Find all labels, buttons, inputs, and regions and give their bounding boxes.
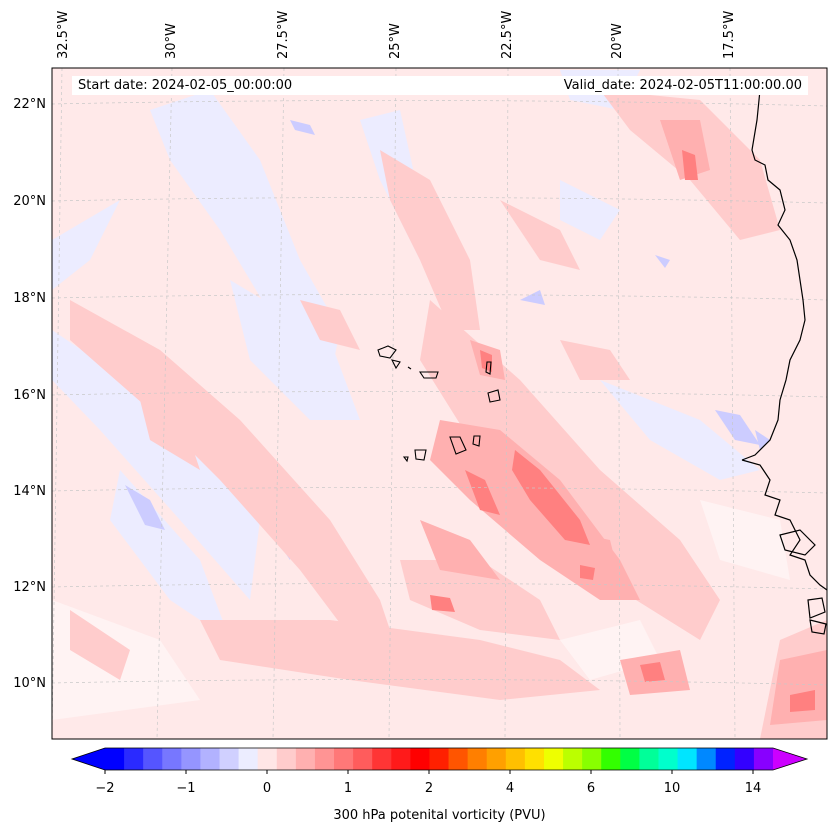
colorbar-swatch <box>124 748 144 770</box>
lat-label-12n: 12°N <box>13 580 46 595</box>
lon-label-27-5w: 27.5°W <box>276 10 291 59</box>
colorbar-tick-0: 0 <box>262 781 272 796</box>
pv-band-light <box>70 90 827 739</box>
colorbar-swatch <box>200 748 221 770</box>
colorbar-swatch <box>582 748 602 770</box>
colorbar-swatch <box>734 748 755 770</box>
colorbar-tick-1: 1 <box>343 781 353 796</box>
lon-label-17-5w: 17.5°W <box>722 10 737 59</box>
valid-date-text: Valid_date: 2024-02-05T11:00:00.00 <box>563 78 802 93</box>
colorbar-swatch <box>238 748 259 770</box>
lat-label-16n: 16°N <box>13 388 46 403</box>
colorbar-swatch <box>505 748 526 770</box>
colorbar-swatch <box>181 748 201 770</box>
colorbar-extend-max <box>773 748 807 770</box>
colorbar-tick-4: 4 <box>505 781 515 796</box>
colorbar-swatch <box>219 748 240 770</box>
colorbar-swatch <box>143 748 163 770</box>
map-panel <box>51 67 828 740</box>
colorbar-swatch <box>448 748 469 770</box>
colorbar-swatch <box>410 748 430 770</box>
colorbar-swatch <box>467 748 488 770</box>
colorbar-swatch <box>334 748 354 770</box>
colorbar-extend-min <box>72 748 105 770</box>
colorbar-swatch <box>372 748 392 770</box>
colorbar-swatch <box>639 748 659 770</box>
lon-label-25w: 25°W <box>388 23 403 59</box>
colorbar-swatch <box>543 748 564 770</box>
colorbar-swatch <box>276 748 297 770</box>
colorbar-swatch <box>486 748 507 770</box>
colorbar-tick-14: 14 <box>744 781 762 796</box>
map-frame <box>51 67 828 740</box>
colorbar-swatch <box>715 748 736 770</box>
colorbar-tick-2: 2 <box>424 781 434 796</box>
pv-band-strong <box>430 150 815 712</box>
start-date-text: Start date: 2024-02-05_00:00:00 <box>78 78 293 93</box>
colorbar-tick-10: 10 <box>663 781 681 796</box>
colorbar-tick-neg2: −2 <box>95 781 115 796</box>
lat-label-22n: 22°N <box>13 97 46 112</box>
colorbar-swatch <box>563 748 583 770</box>
colorbar-swatch <box>353 748 373 770</box>
islands <box>377 345 501 463</box>
low-pv-regions <box>52 70 760 640</box>
lat-label-10n: 10°N <box>13 676 46 691</box>
colorbar-swatch <box>314 748 335 770</box>
colorbar-tick-6: 6 <box>586 781 596 796</box>
colorbar-swatch <box>677 748 698 770</box>
colorbar-swatch <box>658 748 679 770</box>
lat-label-14n: 14°N <box>13 484 46 499</box>
colorbar-swatch <box>391 748 411 770</box>
start-date-box: Start date: 2024-02-05_00:00:00 <box>72 76 310 95</box>
lat-label-20n: 20°N <box>13 194 46 209</box>
lon-label-30w: 30°W <box>164 23 179 59</box>
colorbar-swatch <box>620 748 640 770</box>
valid-date-box: Valid_date: 2024-02-05T11:00:00.00 <box>304 76 808 95</box>
lon-label-32-5w: 32.5°W <box>56 10 71 59</box>
colorbar-swatch <box>696 748 717 770</box>
colorbar-swatch <box>105 748 125 770</box>
colorbar-tick-neg1: −1 <box>176 781 196 796</box>
colorbar-swatch <box>753 748 774 770</box>
lat-label-18n: 18°N <box>13 291 46 306</box>
colorbar-swatch <box>295 748 316 770</box>
graticule <box>51 67 828 740</box>
coastline <box>741 89 828 635</box>
colorbar-swatch <box>601 748 621 770</box>
lon-label-20w: 20°W <box>610 23 625 59</box>
colorbar-label: 300 hPa potenital vorticity (PVU) <box>333 808 546 823</box>
lon-label-22-5w: 22.5°W <box>500 10 515 59</box>
colorbar-swatch <box>257 748 278 770</box>
colorbar <box>70 747 809 774</box>
colorbar-swatch <box>429 748 450 770</box>
colorbar-swatch <box>162 748 182 770</box>
colorbar-swatch <box>524 748 545 770</box>
